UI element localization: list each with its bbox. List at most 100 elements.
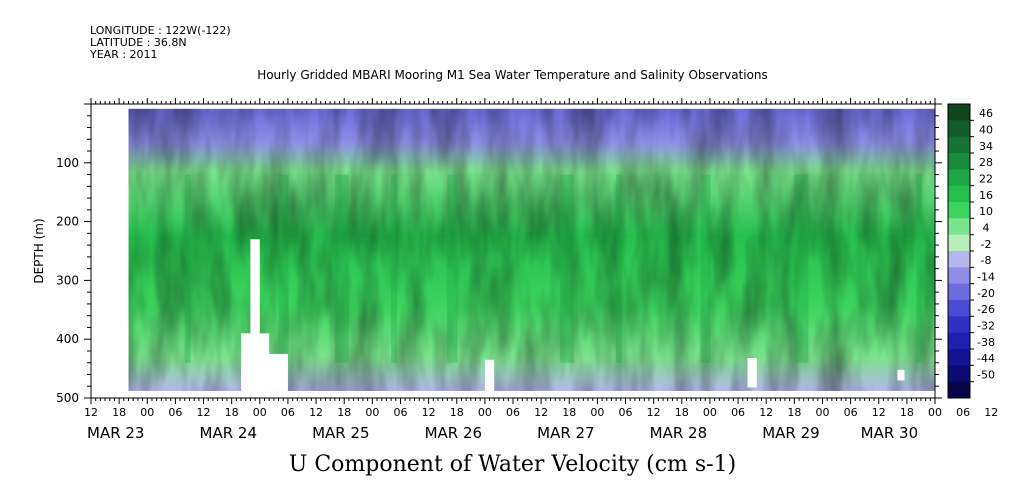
x-hour-tick-label: 18 xyxy=(112,406,126,419)
x-hour-tick-label: 00 xyxy=(928,406,942,419)
colorbar-label: -20 xyxy=(977,287,995,300)
data-gap xyxy=(250,239,260,391)
x-hour-tick-label: 00 xyxy=(703,406,717,419)
colorbar-label: -14 xyxy=(977,271,995,284)
colorbar-label: -26 xyxy=(977,303,995,316)
x-hour-tick-label: 18 xyxy=(225,406,239,419)
colorbar-swatch xyxy=(948,185,970,203)
x-hour-tick-label: 18 xyxy=(562,406,576,419)
colorbar-label: 40 xyxy=(979,124,993,137)
x-hour-tick-label: 12 xyxy=(84,406,98,419)
x-hour-tick-label: 12 xyxy=(309,406,323,419)
colorbar: 46 40 34 28 22 16 10 4 -2 -8 -14 -20 -26 -32 -38 -44 -50 xyxy=(947,103,995,399)
colorbar-label: 34 xyxy=(979,140,993,153)
y-tick-label: 300 xyxy=(56,273,79,287)
x-hour-tick-label: 00 xyxy=(253,406,267,419)
data-gap xyxy=(484,359,495,391)
colorbar-swatch xyxy=(948,169,970,187)
colorbar-label: -8 xyxy=(981,254,992,267)
x-date-label: MAR 30 xyxy=(861,424,918,442)
colorbar-swatch xyxy=(948,365,970,383)
x-hour-tick-label: 12 xyxy=(872,406,886,419)
colorbar-label: 16 xyxy=(979,189,993,202)
longitude-label: LONGITUDE : 122W(-122) xyxy=(90,24,231,37)
x-hour-tick-label: 18 xyxy=(675,406,689,419)
y-axis-label: DEPTH (m) xyxy=(32,218,46,283)
heatmap-streak xyxy=(391,174,398,363)
y-tick-label: 100 xyxy=(56,156,79,170)
x-date-label: MAR 26 xyxy=(425,424,482,442)
data-gap xyxy=(747,358,757,388)
x-hour-tick-label: 18 xyxy=(787,406,801,419)
colorbar-swatch xyxy=(948,251,970,268)
data-gap xyxy=(897,369,905,381)
x-date-label: MAR 29 xyxy=(762,424,819,442)
x-hour-tick-label: 06 xyxy=(619,406,633,419)
colorbar-swatch xyxy=(948,218,970,236)
heatmap-streak xyxy=(184,174,191,363)
x-hour-tick-label: 00 xyxy=(140,406,154,419)
x-hour-tick-label: 18 xyxy=(450,406,464,419)
colorbar-label: -32 xyxy=(977,320,995,333)
x-hour-tick-label: 18 xyxy=(900,406,914,419)
x-hour-tick-label: 12 xyxy=(197,406,211,419)
colorbar-label: 10 xyxy=(979,205,993,218)
heatmap-streak xyxy=(559,174,574,363)
colorbar-swatch xyxy=(948,381,970,399)
data-gap xyxy=(259,353,288,391)
x-date-label: MAR 28 xyxy=(650,424,707,442)
heatmap-streak xyxy=(334,174,349,363)
x-hour-tick-label: 06 xyxy=(956,406,970,419)
heatmap-streak xyxy=(794,174,809,363)
colorbar-swatch xyxy=(948,332,970,350)
colorbar-swatch xyxy=(948,316,970,334)
x-hour-tick-label: 06 xyxy=(281,406,295,419)
x-hour-tick-label: 06 xyxy=(168,406,182,419)
colorbar-swatch xyxy=(948,349,970,366)
x-hour-tick-label: 12 xyxy=(984,406,998,419)
colorbar-swatch xyxy=(948,153,970,170)
x-hour-tick-label: 12 xyxy=(647,406,661,419)
x-date-label: MAR 23 xyxy=(87,424,144,442)
colorbar-label: 4 xyxy=(983,222,990,235)
colorbar-label: -50 xyxy=(977,369,995,382)
colorbar-swatch xyxy=(948,300,970,317)
colorbar-swatch xyxy=(948,104,970,121)
x-hour-tick-label: 06 xyxy=(731,406,745,419)
x-hour-tick-label: 00 xyxy=(815,406,829,419)
x-hour-tick-label: 00 xyxy=(365,406,379,419)
colorbar-swatch xyxy=(948,202,970,219)
variable-title: U Component of Water Velocity (cm s-1) xyxy=(288,452,737,477)
heatmap-streak xyxy=(916,174,923,363)
heatmap-streak xyxy=(616,174,623,363)
colorbar-label: 22 xyxy=(979,173,993,186)
colorbar-label: -38 xyxy=(977,336,995,349)
metadata-block: LONGITUDE : 122W(-122) LATITUDE : 36.8N … xyxy=(90,25,231,61)
colorbar-swatch xyxy=(948,136,970,154)
heatmap-field xyxy=(128,108,935,391)
year-label: YEAR : 2011 xyxy=(90,48,158,61)
y-tick-label: 200 xyxy=(56,215,79,229)
heatmap-streak xyxy=(278,174,289,363)
x-date-label: MAR 27 xyxy=(537,424,594,442)
y-axis: 100 200 300 400 500 xyxy=(56,103,942,405)
colorbar-label: 46 xyxy=(979,107,993,120)
x-hour-tick-label: 12 xyxy=(759,406,773,419)
colorbar-swatch xyxy=(948,234,970,252)
x-date-label: MAR 24 xyxy=(200,424,257,442)
heatmap-streak xyxy=(447,174,458,363)
chart-title: Hourly Gridded MBARI Mooring M1 Sea Wate… xyxy=(257,68,768,82)
colorbar-label: 28 xyxy=(979,156,993,169)
x-hour-tick-label: 00 xyxy=(478,406,492,419)
x-hour-tick-label: 18 xyxy=(337,406,351,419)
x-axis: 12 18 00 06 12 18 00 06 12 18 00 06 12 18 00 06 12 18 00 06… xyxy=(84,98,998,442)
data-gaps xyxy=(241,239,905,391)
heatmap-streak xyxy=(700,174,711,363)
colorbar-label: -44 xyxy=(977,352,995,365)
colorbar-label: -2 xyxy=(981,238,992,251)
y-tick-label: 400 xyxy=(56,332,79,346)
x-hour-tick-label: 12 xyxy=(422,406,436,419)
x-hour-tick-label: 06 xyxy=(844,406,858,419)
colorbar-swatch xyxy=(948,283,970,301)
